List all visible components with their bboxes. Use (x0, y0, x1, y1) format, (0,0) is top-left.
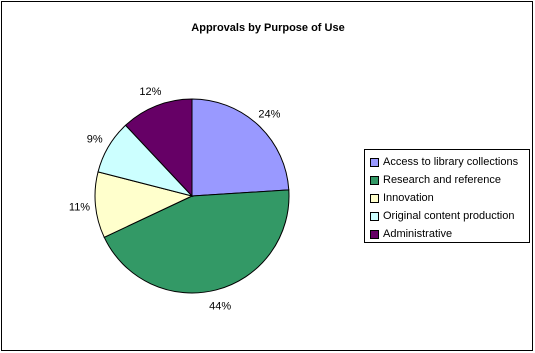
legend-label: Innovation (383, 192, 434, 204)
legend-swatch (370, 175, 379, 185)
pie-data-label-1: 24% (258, 109, 280, 121)
pie-data-label-5: 12% (139, 86, 161, 98)
legend-swatch (370, 193, 379, 203)
legend-label: Research and reference (383, 174, 502, 186)
legend-label: Access to library collections (383, 156, 519, 168)
chart-title: Approvals by Purpose of Use (191, 22, 345, 34)
pie-data-label-4: 9% (87, 133, 103, 145)
legend-swatch (370, 211, 379, 221)
legend-swatch (370, 157, 379, 167)
legend-item: Innovation (370, 189, 529, 207)
pie-slice-3 (94, 171, 194, 238)
legend-item: Research and reference (370, 171, 529, 189)
chart-legend: Access to library collections Research an… (364, 149, 530, 243)
legend-label: Original content production (383, 210, 515, 222)
pie-data-label-2: 44% (209, 300, 231, 312)
legend-item: Administrative (370, 225, 529, 243)
legend-swatch (370, 229, 379, 239)
legend-item: Access to library collections (370, 153, 529, 171)
legend-item: Original content production (370, 207, 529, 225)
pie-slice-1 (191, 98, 290, 197)
legend-label: Administrative (383, 228, 453, 240)
pie-slice-5 (124, 98, 193, 198)
pie-data-label-3: 11% (69, 202, 90, 214)
